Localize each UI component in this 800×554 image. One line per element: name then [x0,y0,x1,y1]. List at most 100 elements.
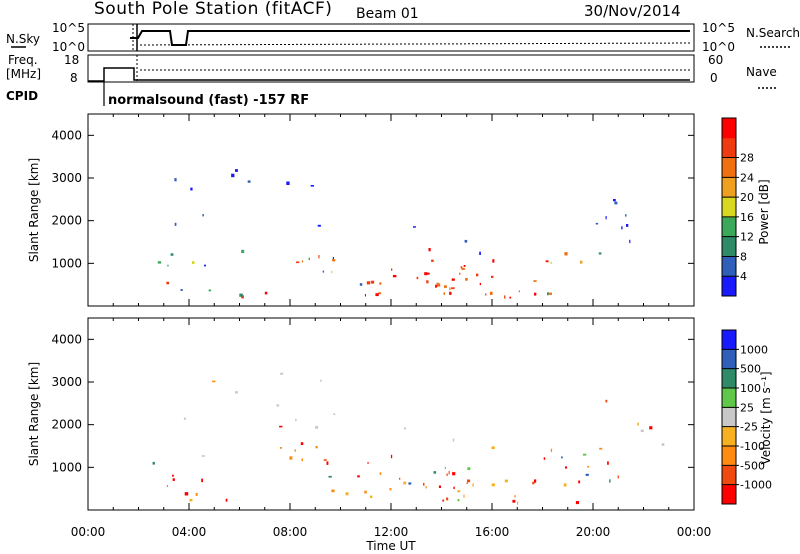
data-cell [582,453,587,456]
data-cell [310,185,314,187]
data-cell [279,447,282,449]
data-cell [392,275,397,278]
freq-label-line2: [MHz] [6,67,41,81]
data-cell [301,458,303,462]
data-cell [609,479,611,483]
freq-panel-frame [87,54,695,83]
colorbar-swatch [722,484,736,505]
data-cell [491,446,495,450]
data-cell [345,492,349,496]
x-tick-label: 20:00 [576,525,611,539]
data-cell [640,429,644,433]
data-cell [174,222,177,226]
data-cell [357,475,360,478]
data-cell [413,226,416,228]
data-cell [403,481,407,485]
data-cell [452,438,455,442]
y-tick-label: 4000 [51,128,82,142]
data-cell [479,282,481,286]
data-cell [461,267,465,270]
data-cell [518,290,520,293]
data-cell [431,259,434,262]
data-cell [466,482,468,484]
data-cell [399,477,401,480]
y-tick-label: 2000 [51,418,82,432]
data-cell [476,273,479,277]
data-cell [438,485,441,488]
station-title: South Pole Station (fitACF) [94,0,332,19]
data-cell [280,372,284,375]
nsky-right-tick-top: 10^5 [702,21,735,35]
data-cell [517,501,519,505]
data-cell [547,292,549,296]
data-cell [167,264,169,267]
data-cell [286,181,290,185]
colorbar-tick-label: 20 [740,191,754,204]
data-cell [247,180,251,183]
data-cell [180,289,183,291]
data-cell [433,471,437,474]
freq-left-tick-bottom: 8 [70,71,78,85]
data-cell [166,281,170,285]
y-tick-label: 2000 [51,214,82,228]
data-cell [575,501,579,505]
data-cell [427,272,430,275]
data-cell [239,293,243,297]
data-cell [504,479,508,483]
colorbar-tick-label: -1000 [740,479,772,492]
nsearch-label: N.Search [746,26,800,40]
data-cell [157,261,162,264]
data-cell [375,293,379,297]
velocity-data-cells [152,372,665,505]
data-cell [563,483,567,487]
cpid-label: CPID [6,89,38,103]
nsky-panel-frame [87,23,695,52]
data-cell [625,214,627,217]
data-cell [332,259,336,262]
colorbar-swatch [722,426,736,447]
data-cell [443,292,445,295]
data-cell [192,261,195,264]
power-axis: 1000 2000 3000 4000 [51,114,695,306]
data-cell [543,457,546,460]
data-cell [435,284,437,288]
velocity-ylabel: Slant Range [km] [27,362,41,466]
data-cell [534,292,537,296]
data-cell [364,294,366,297]
colorbar-swatch [722,177,736,198]
data-cell [444,466,446,469]
data-cell [317,224,321,227]
data-cell [532,481,535,485]
data-cell [621,226,623,230]
colorbar-tick-label: 500 [740,363,761,376]
x-tick-label: 04:00 [172,525,207,539]
data-cell [661,443,665,446]
data-cell [453,486,455,490]
data-cell [308,257,310,260]
cpid-program: normalsound (fast) -157 RF [108,93,309,108]
data-cell [446,473,448,476]
data-cell [315,446,318,449]
data-cell [463,265,466,267]
data-cell [378,292,382,295]
data-cell [626,224,629,227]
nave-label: Nave [746,65,777,79]
y-tick-label: 3000 [51,375,82,389]
data-cell [451,278,455,281]
data-cell [649,426,653,430]
data-cell [607,461,609,465]
data-cell [587,465,590,468]
data-cell [208,289,212,292]
data-cell [489,291,493,295]
colorbar-swatch [722,368,736,389]
data-cell [231,173,235,178]
data-cell [322,270,325,273]
nsearch-trace [139,42,691,46]
data-cell [533,280,537,282]
data-cell [595,222,599,225]
freq-left-tick-top: 18 [64,53,79,67]
colorbar-swatch [722,236,736,257]
data-cell [452,472,456,476]
data-cell [548,292,552,295]
